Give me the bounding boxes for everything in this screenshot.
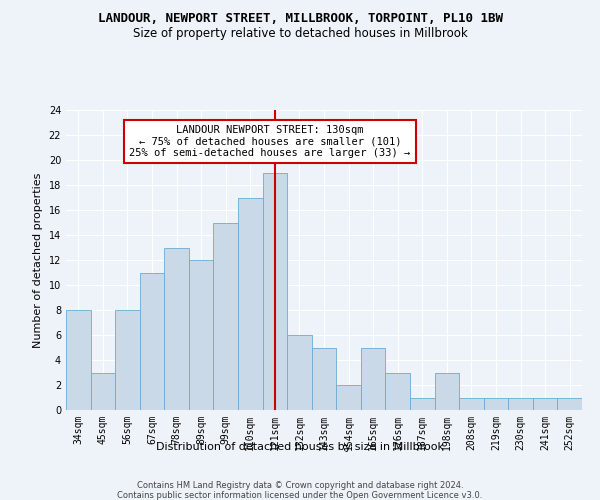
Bar <box>361 348 385 410</box>
Bar <box>459 398 484 410</box>
Bar <box>410 398 434 410</box>
Y-axis label: Number of detached properties: Number of detached properties <box>33 172 43 348</box>
Bar <box>287 335 312 410</box>
Text: Contains HM Land Registry data © Crown copyright and database right 2024.: Contains HM Land Registry data © Crown c… <box>137 481 463 490</box>
Bar <box>214 222 238 410</box>
Bar <box>508 398 533 410</box>
Bar <box>434 372 459 410</box>
Bar <box>189 260 214 410</box>
Bar <box>533 398 557 410</box>
Bar <box>91 372 115 410</box>
Bar <box>66 310 91 410</box>
Bar <box>238 198 263 410</box>
Text: Distribution of detached houses by size in Millbrook: Distribution of detached houses by size … <box>156 442 444 452</box>
Text: Size of property relative to detached houses in Millbrook: Size of property relative to detached ho… <box>133 28 467 40</box>
Text: Contains public sector information licensed under the Open Government Licence v3: Contains public sector information licen… <box>118 491 482 500</box>
Bar <box>140 272 164 410</box>
Text: LANDOUR, NEWPORT STREET, MILLBROOK, TORPOINT, PL10 1BW: LANDOUR, NEWPORT STREET, MILLBROOK, TORP… <box>97 12 503 26</box>
Bar <box>385 372 410 410</box>
Bar <box>164 248 189 410</box>
Bar <box>263 172 287 410</box>
Text: LANDOUR NEWPORT STREET: 130sqm
← 75% of detached houses are smaller (101)
25% of: LANDOUR NEWPORT STREET: 130sqm ← 75% of … <box>130 125 410 158</box>
Bar <box>115 310 140 410</box>
Bar <box>557 398 582 410</box>
Bar <box>312 348 336 410</box>
Bar <box>484 398 508 410</box>
Bar <box>336 385 361 410</box>
